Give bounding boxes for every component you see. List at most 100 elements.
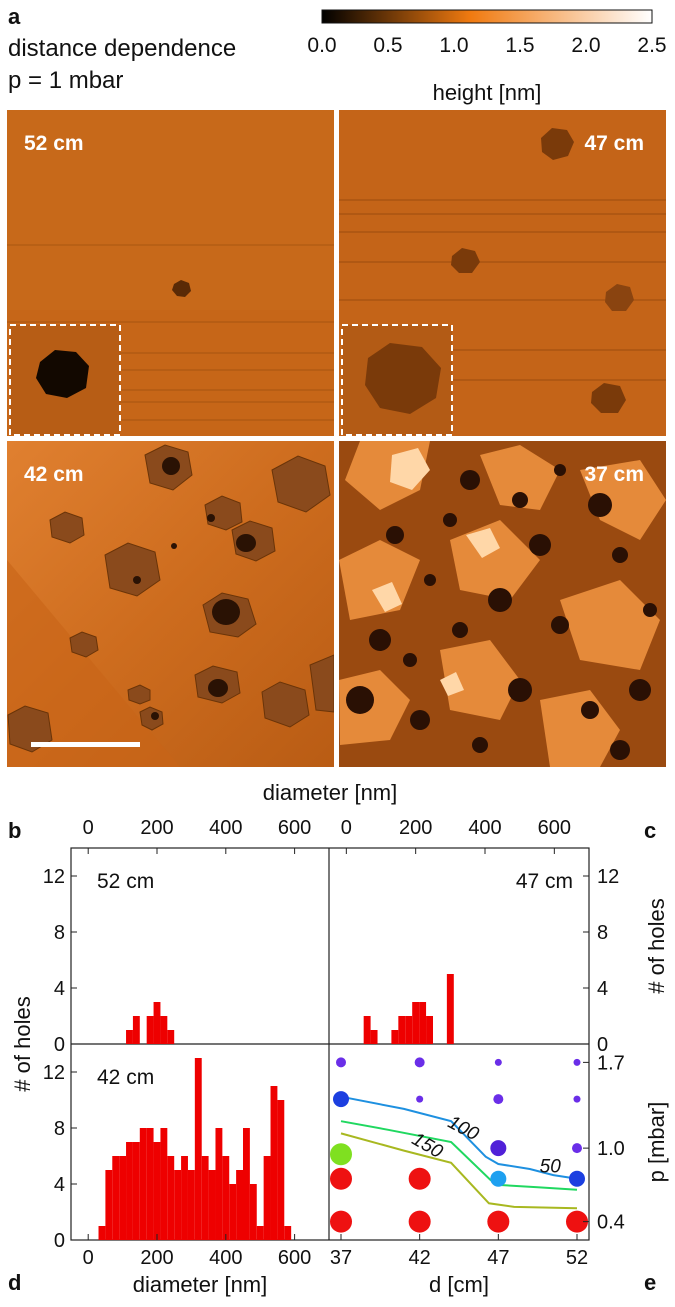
histogram-bar xyxy=(181,1156,188,1240)
histogram-bar xyxy=(412,1002,420,1044)
header-line2: p = 1 mbar xyxy=(8,67,123,94)
contour-line xyxy=(340,1095,578,1180)
panel-letter-c: c xyxy=(644,818,656,843)
x-tick-label: 400 xyxy=(468,817,501,839)
histogram-bar xyxy=(236,1170,243,1240)
histogram-bar xyxy=(153,1002,161,1044)
histogram-bar xyxy=(243,1128,250,1240)
histogram-bar xyxy=(391,1030,399,1044)
x-tick-label: 600 xyxy=(538,817,571,839)
y-tick-label: 4 xyxy=(54,978,65,1000)
histogram-bar xyxy=(160,1128,168,1240)
histogram-bar xyxy=(249,1184,257,1240)
histogram-bar xyxy=(146,1016,154,1044)
y-tick-label: 8 xyxy=(597,922,608,944)
x-tick-label: 200 xyxy=(140,1247,173,1269)
afm-label-37: 37 cm xyxy=(584,463,644,486)
x-tick-label: 0 xyxy=(83,817,94,839)
phase-point xyxy=(330,1167,352,1190)
x-tick-label: 200 xyxy=(140,817,173,839)
histogram-bar xyxy=(270,1086,278,1240)
histogram-bar xyxy=(132,1016,140,1044)
contour-label: 50 xyxy=(540,1157,562,1178)
contour-label: 100 xyxy=(444,1112,482,1146)
phase-point xyxy=(569,1170,585,1187)
histogram-bar xyxy=(187,1170,195,1240)
y-tick-label: 1.7 xyxy=(597,1052,625,1074)
histogram-label: 47 cm xyxy=(516,870,573,893)
bottom-x-axis-title: diameter [nm] xyxy=(133,1272,268,1297)
x-tick-label: 400 xyxy=(209,817,242,839)
histogram-bar xyxy=(263,1156,271,1240)
x-tick-label: 52 xyxy=(566,1247,588,1269)
chart-c: 47 cm 0 200 400 600 0 4 8 12 xyxy=(341,817,619,1056)
phase-point xyxy=(408,1210,431,1233)
afm-label-52: 52 cm xyxy=(24,132,84,155)
histogram-bar xyxy=(277,1100,285,1240)
histogram-bar xyxy=(112,1156,120,1240)
phase-point xyxy=(408,1167,431,1190)
y-tick-label: 4 xyxy=(597,978,608,1000)
chart-b: 52 cm 0 200 400 600 0 4 8 12 xyxy=(43,817,312,1056)
histogram-bar xyxy=(146,1128,154,1240)
x-tick-label: 37 xyxy=(330,1247,352,1269)
histogram-bar xyxy=(284,1226,292,1240)
phase-point xyxy=(493,1094,504,1105)
histogram-bar xyxy=(174,1170,182,1240)
phase-point xyxy=(330,1143,352,1166)
y-tick-label: 8 xyxy=(54,922,65,944)
histogram-bar xyxy=(256,1226,264,1240)
x-tick-label: 600 xyxy=(278,1247,311,1269)
colorbar-tick-label: 0.0 xyxy=(307,34,336,57)
phase-point xyxy=(494,1058,502,1066)
histogram-label: 42 cm xyxy=(97,1066,154,1089)
x-tick-label: 0 xyxy=(83,1247,94,1269)
colorbar-tick-label: 2.5 xyxy=(637,34,666,57)
y-tick-label: 12 xyxy=(43,1062,65,1084)
histogram-bar xyxy=(153,1142,161,1240)
histogram-bar xyxy=(215,1128,223,1240)
panel-letter-e: e xyxy=(644,1270,656,1295)
x-tick-label: 400 xyxy=(209,1247,242,1269)
x-tick-label: 200 xyxy=(399,817,432,839)
panel-letter-d: d xyxy=(8,1270,21,1295)
histogram-bar xyxy=(167,1030,175,1044)
histogram-bar xyxy=(167,1156,175,1240)
colorbar-tick-label: 1.5 xyxy=(505,34,534,57)
colorbar-label: height [nm] xyxy=(433,80,542,105)
y-tick-label: 12 xyxy=(597,866,619,888)
x-tick-label: 0 xyxy=(341,817,352,839)
y-tick-label: 4 xyxy=(54,1174,65,1196)
y-tick-label: 0 xyxy=(597,1034,608,1056)
afm-image-42cm xyxy=(7,441,334,767)
contour-line xyxy=(340,1132,578,1210)
phase-point xyxy=(566,1210,588,1233)
y-tick-label: 0 xyxy=(54,1034,65,1056)
y-tick-label: 12 xyxy=(43,866,65,888)
histogram-bar xyxy=(98,1226,106,1240)
x-tick-label: 600 xyxy=(278,817,311,839)
y-tick-label: 0 xyxy=(54,1230,65,1252)
phase-point xyxy=(572,1143,582,1154)
phase-point xyxy=(336,1057,346,1068)
histogram-bar xyxy=(201,1156,209,1240)
histogram-bar xyxy=(194,1058,202,1240)
histogram-bar xyxy=(222,1156,230,1240)
histogram-bar xyxy=(398,1016,406,1044)
colorbar: 0.0 0.5 1.0 1.5 2.0 2.5 height [nm] xyxy=(307,9,667,105)
histogram-bar xyxy=(229,1184,237,1240)
histogram-bar xyxy=(132,1142,140,1240)
histogram-label: 52 cm xyxy=(97,870,154,893)
histogram-bar xyxy=(119,1156,127,1240)
right-y-axis-title-upper: # of holes xyxy=(644,898,669,993)
afm-image-47cm xyxy=(339,110,666,436)
x-tick-label: 42 xyxy=(409,1247,431,1269)
afm-image-52cm xyxy=(7,110,334,436)
phase-point xyxy=(573,1095,581,1103)
histogram-bar xyxy=(363,1016,371,1044)
phase-point xyxy=(333,1091,349,1108)
colorbar-tick-label: 0.5 xyxy=(373,34,402,57)
panel-letter-b: b xyxy=(8,818,21,843)
